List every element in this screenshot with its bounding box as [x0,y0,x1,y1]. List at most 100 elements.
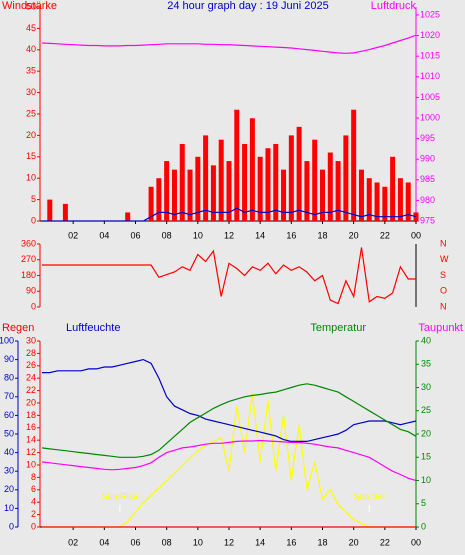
x-tick-label: 00 [411,230,421,240]
series-line [42,358,417,442]
x-tick-label: 10 [193,230,203,240]
bar [320,169,325,221]
series-line [41,383,417,458]
bar [257,156,263,221]
annotation: Sun Set [353,491,386,501]
bar [335,161,341,221]
bar [242,143,248,221]
y2-tick-label: 26 [26,360,36,370]
y2-tick-label: S [440,270,446,280]
y-tick-label: 70 [4,391,14,401]
bar [210,165,216,221]
y3-tick-label: 5 [421,498,426,508]
bar [288,135,294,221]
y2-tick-label: 1000 [420,112,440,122]
bar [358,169,364,221]
y2-tick-label: 18 [26,410,36,420]
bar [171,169,177,221]
y2-tick-label: 28 [26,348,36,358]
bar [351,109,357,221]
y2-tick-label: O [440,286,447,296]
y2-tick-label: 2 [31,509,36,519]
y2-tick-label: 990 [420,154,435,164]
y2-tick-label: 995 [420,133,435,143]
y2-tick-label: N [440,301,447,311]
x-tick-label: 18 [317,537,327,547]
x-tick-label: 12 [224,537,234,547]
bar [226,161,232,221]
bar [47,199,53,221]
y2-tick-label: 12 [26,447,36,457]
x-tick-label: 20 [349,230,359,240]
y3-tick-label: 35 [421,359,431,369]
bar [273,143,279,221]
y-tick-label: 50 [26,1,36,11]
y-tick-label: 0 [31,301,36,311]
x-tick-label: 16 [286,537,296,547]
y-tick-label: 20 [4,484,14,494]
bar [281,169,287,221]
y2-tick-label: 10 [26,459,36,469]
y2-tick-label: N [440,238,447,248]
y2-tick-label: 16 [26,422,36,432]
bar [148,186,154,221]
y3-tick-label: 30 [421,382,431,392]
bar [405,182,411,221]
y2-tick-label: 14 [26,435,36,445]
y3-tick-label: 40 [421,335,431,345]
x-tick-label: 20 [349,537,359,547]
y2-tick-label: 1025 [420,9,440,19]
y-tick-label: 0 [9,521,14,531]
series-line [42,207,417,222]
y-tick-label: 35 [26,66,36,76]
y-tick-label: 180 [21,270,36,280]
bar [218,139,224,221]
bar [195,156,201,221]
bar [304,161,310,221]
x-tick-label: 02 [68,230,78,240]
y3-tick-label: 20 [421,428,431,438]
x-tick-label: 02 [68,537,78,547]
y-tick-label: 90 [4,354,14,364]
y-tick-label: 360 [21,238,36,248]
y-tick-label: 100 [0,335,14,345]
y2-tick-label: 1010 [420,71,440,81]
bar [382,186,388,221]
y2-axis-label: Luftdruck [371,0,417,12]
y2-tick-label: W [440,254,449,264]
series-label: Taupunkt [418,322,463,334]
bar [312,139,318,221]
bar [413,212,419,221]
y-tick-label: 30 [4,466,14,476]
chart-title: 24 hour graph day : 19 Juni 2025 [167,0,328,12]
y3-tick-label: 15 [421,452,431,462]
x-tick-label: 14 [255,230,265,240]
y-tick-label: 10 [4,503,14,513]
bar [234,109,240,221]
bar [366,178,372,221]
x-tick-label: 04 [99,537,109,547]
y-tick-label: 45 [26,23,36,33]
y-tick-label: 40 [26,44,36,54]
y2-tick-label: 1005 [420,92,440,102]
y2-tick-label: 1020 [420,30,440,40]
series-label: Regen [2,322,34,334]
frames [17,7,417,528]
x-tick-label: 00 [411,537,421,547]
y3-tick-label: 10 [421,475,431,485]
y-axis-label: Windstärke [2,0,57,12]
x-tick-label: 16 [286,230,296,240]
bar [156,178,162,221]
bar [374,182,380,221]
y2-tick-label: 985 [420,174,435,184]
bar [343,135,349,221]
x-tick-label: 22 [380,230,390,240]
series-line [41,439,417,482]
bar [125,212,131,221]
x-tick-label: 22 [380,537,390,547]
y2-tick-label: 0 [31,521,36,531]
x-tick-label: 14 [255,537,265,547]
y-tick-label: 40 [4,447,14,457]
